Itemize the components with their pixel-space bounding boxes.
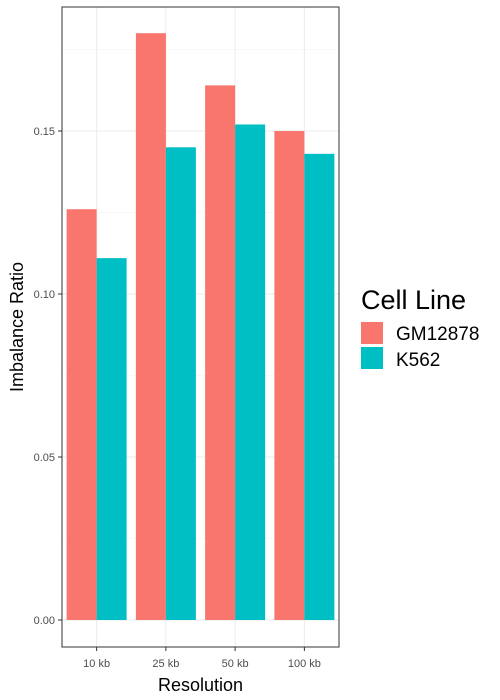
y-axis-title: Imbalance Ratio [7, 262, 27, 392]
legend: Cell Line GM12878 K562 [361, 285, 479, 371]
x-tick-label: 100 kb [288, 658, 321, 670]
plot-border [61, 6, 340, 648]
bars [66, 33, 335, 621]
axes: 0.00 0.05 0.10 0.15 10 kb 25 kb 50 kb 100 kb [34, 126, 321, 670]
legend-title: Cell Line [361, 285, 466, 315]
bar-gm12878-50kb [205, 85, 236, 621]
y-tick-label: 0.10 [34, 289, 55, 301]
legend-key-gm12878 [361, 322, 383, 344]
bar-gm12878-25kb [135, 33, 166, 620]
bar-gm12878-10kb [66, 209, 97, 621]
y-tick-label: 0.00 [34, 615, 55, 627]
x-tick-label: 10 kb [83, 658, 110, 670]
bar-k562-100kb [304, 153, 335, 620]
x-tick-label: 25 kb [152, 658, 179, 670]
bar-k562-25kb [165, 147, 196, 621]
bar-k562-10kb [96, 258, 127, 620]
legend-label-gm12878: GM12878 [396, 324, 479, 345]
y-tick-label: 0.15 [34, 126, 55, 138]
bar-k562-50kb [235, 124, 266, 620]
legend-key-k562 [361, 347, 383, 369]
x-axis-title: Resolution [158, 675, 243, 695]
bar-gm12878-100kb [274, 131, 305, 620]
x-tick-label: 50 kb [222, 658, 249, 670]
legend-label-k562: K562 [396, 350, 440, 371]
y-tick-label: 0.05 [34, 452, 55, 464]
